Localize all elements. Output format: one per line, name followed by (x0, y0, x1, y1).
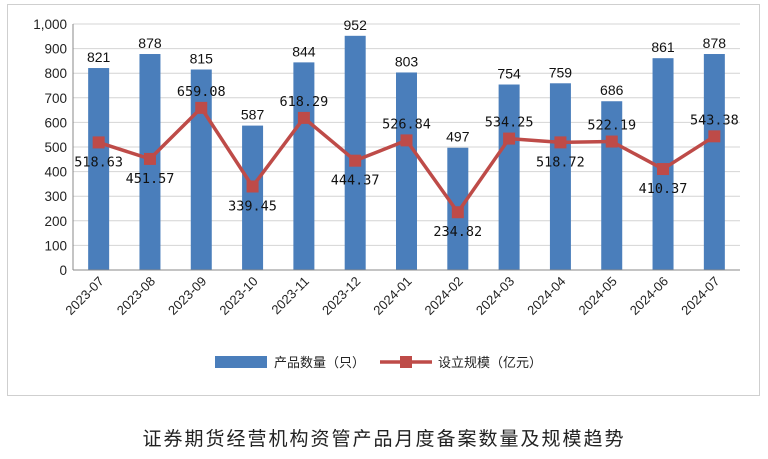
y-tick-label: 1,000 (33, 17, 67, 32)
line-point (605, 135, 618, 148)
y-tick-label: 500 (44, 140, 67, 155)
line-value-label: 534.25 (485, 115, 534, 131)
line-point (246, 180, 259, 193)
y-axis: 0 100 200 300 400 500 600 700 800 900 1,000 (33, 17, 74, 278)
bar (396, 72, 417, 270)
x-tick-label: 2023-09 (165, 274, 209, 318)
line-point (554, 136, 567, 149)
y-tick-label: 600 (44, 115, 67, 130)
x-tick-label: 2023-07 (62, 274, 106, 318)
bar (549, 83, 571, 270)
grid (73, 23, 740, 246)
x-tick-label: 2023-12 (319, 274, 363, 318)
line-value-label: 618.29 (279, 94, 328, 110)
bar-value-label: 878 (138, 35, 162, 51)
legend: 产品数量（只） 设立规模（亿元） (215, 356, 542, 371)
legend-label: 产品数量（只） (274, 356, 365, 371)
line-value-label: 518.63 (74, 154, 123, 170)
x-tick-label: 2024-04 (524, 274, 568, 318)
y-tick-label: 200 (44, 214, 67, 229)
line-value-label: 518.72 (536, 154, 585, 170)
legend-swatch-bar (215, 356, 267, 368)
bar-value-label: 861 (651, 39, 675, 55)
bar-value-label: 497 (446, 129, 470, 145)
x-tick-label: 2023-11 (268, 274, 312, 318)
bar-value-label: 803 (395, 53, 419, 69)
legend-swatch-marker (400, 356, 412, 368)
y-tick-label: 100 (44, 238, 67, 253)
bar-value-label: 844 (292, 43, 316, 59)
bar-value-label: 686 (600, 82, 624, 98)
y-tick-label: 700 (44, 91, 67, 106)
chart-frame (7, 4, 760, 396)
y-tick-label: 300 (44, 189, 67, 204)
bar-value-label: 815 (190, 51, 214, 67)
bar (242, 125, 264, 271)
line-value-label: 543.38 (690, 112, 739, 128)
bar-value-label: 759 (549, 64, 573, 80)
line-point (657, 163, 670, 176)
line-value-label: 451.57 (126, 171, 175, 187)
x-axis: 2023-07 2023-08 2023-09 2023-10 2023-11 2023-… (62, 269, 740, 318)
y-tick-label: 800 (44, 66, 67, 81)
bar-series (88, 35, 725, 271)
line-value-label: 410.37 (639, 181, 688, 197)
data-labels: 821 878 815 587 844 952 803 497 754 759 686 861 878 5… (74, 17, 738, 240)
x-tick-label: 2024-03 (473, 274, 517, 318)
x-tick-label: 2023-10 (216, 274, 260, 318)
line-value-label: 526.84 (382, 116, 431, 132)
chart-caption: 证券期货经营机构资管产品月度备案数量及规模趋势 (142, 428, 626, 450)
line-point (503, 132, 516, 145)
line-point (297, 111, 310, 124)
line-value-label: 444.37 (331, 173, 380, 189)
line-value-label: 339.45 (228, 198, 277, 214)
line-point (400, 134, 413, 147)
line-point (708, 130, 721, 143)
line-value-label: 234.82 (433, 224, 482, 240)
x-tick-label: 2024-02 (422, 274, 466, 318)
bar-value-label: 952 (344, 17, 368, 33)
y-tick-label: 400 (44, 165, 67, 180)
line-point (451, 206, 464, 219)
y-tick-label: 0 (59, 263, 67, 278)
bar-value-label: 754 (497, 66, 521, 82)
line-point (92, 136, 105, 149)
bar (190, 69, 212, 270)
line-point (195, 101, 208, 114)
bar (344, 35, 366, 270)
bar (703, 54, 725, 271)
legend-label: 设立规模（亿元） (438, 356, 542, 371)
line-point (349, 154, 362, 167)
line-value-label: 659.08 (177, 84, 226, 100)
bar-value-label: 587 (241, 107, 265, 123)
y-tick-label: 900 (44, 42, 67, 57)
bar (498, 84, 520, 271)
x-tick-label: 2024-06 (627, 274, 671, 318)
bar-value-label: 821 (87, 49, 111, 65)
bar-value-label: 878 (703, 35, 727, 51)
x-tick-label: 2024-05 (576, 274, 620, 318)
line-value-label: 522.19 (587, 118, 636, 134)
line-series (92, 101, 721, 219)
bar (88, 68, 110, 270)
x-tick-label: 2024-01 (370, 274, 414, 318)
x-tick-label: 2023-08 (114, 274, 158, 318)
line-point (143, 152, 156, 165)
x-tick-label: 2024-07 (678, 274, 722, 318)
